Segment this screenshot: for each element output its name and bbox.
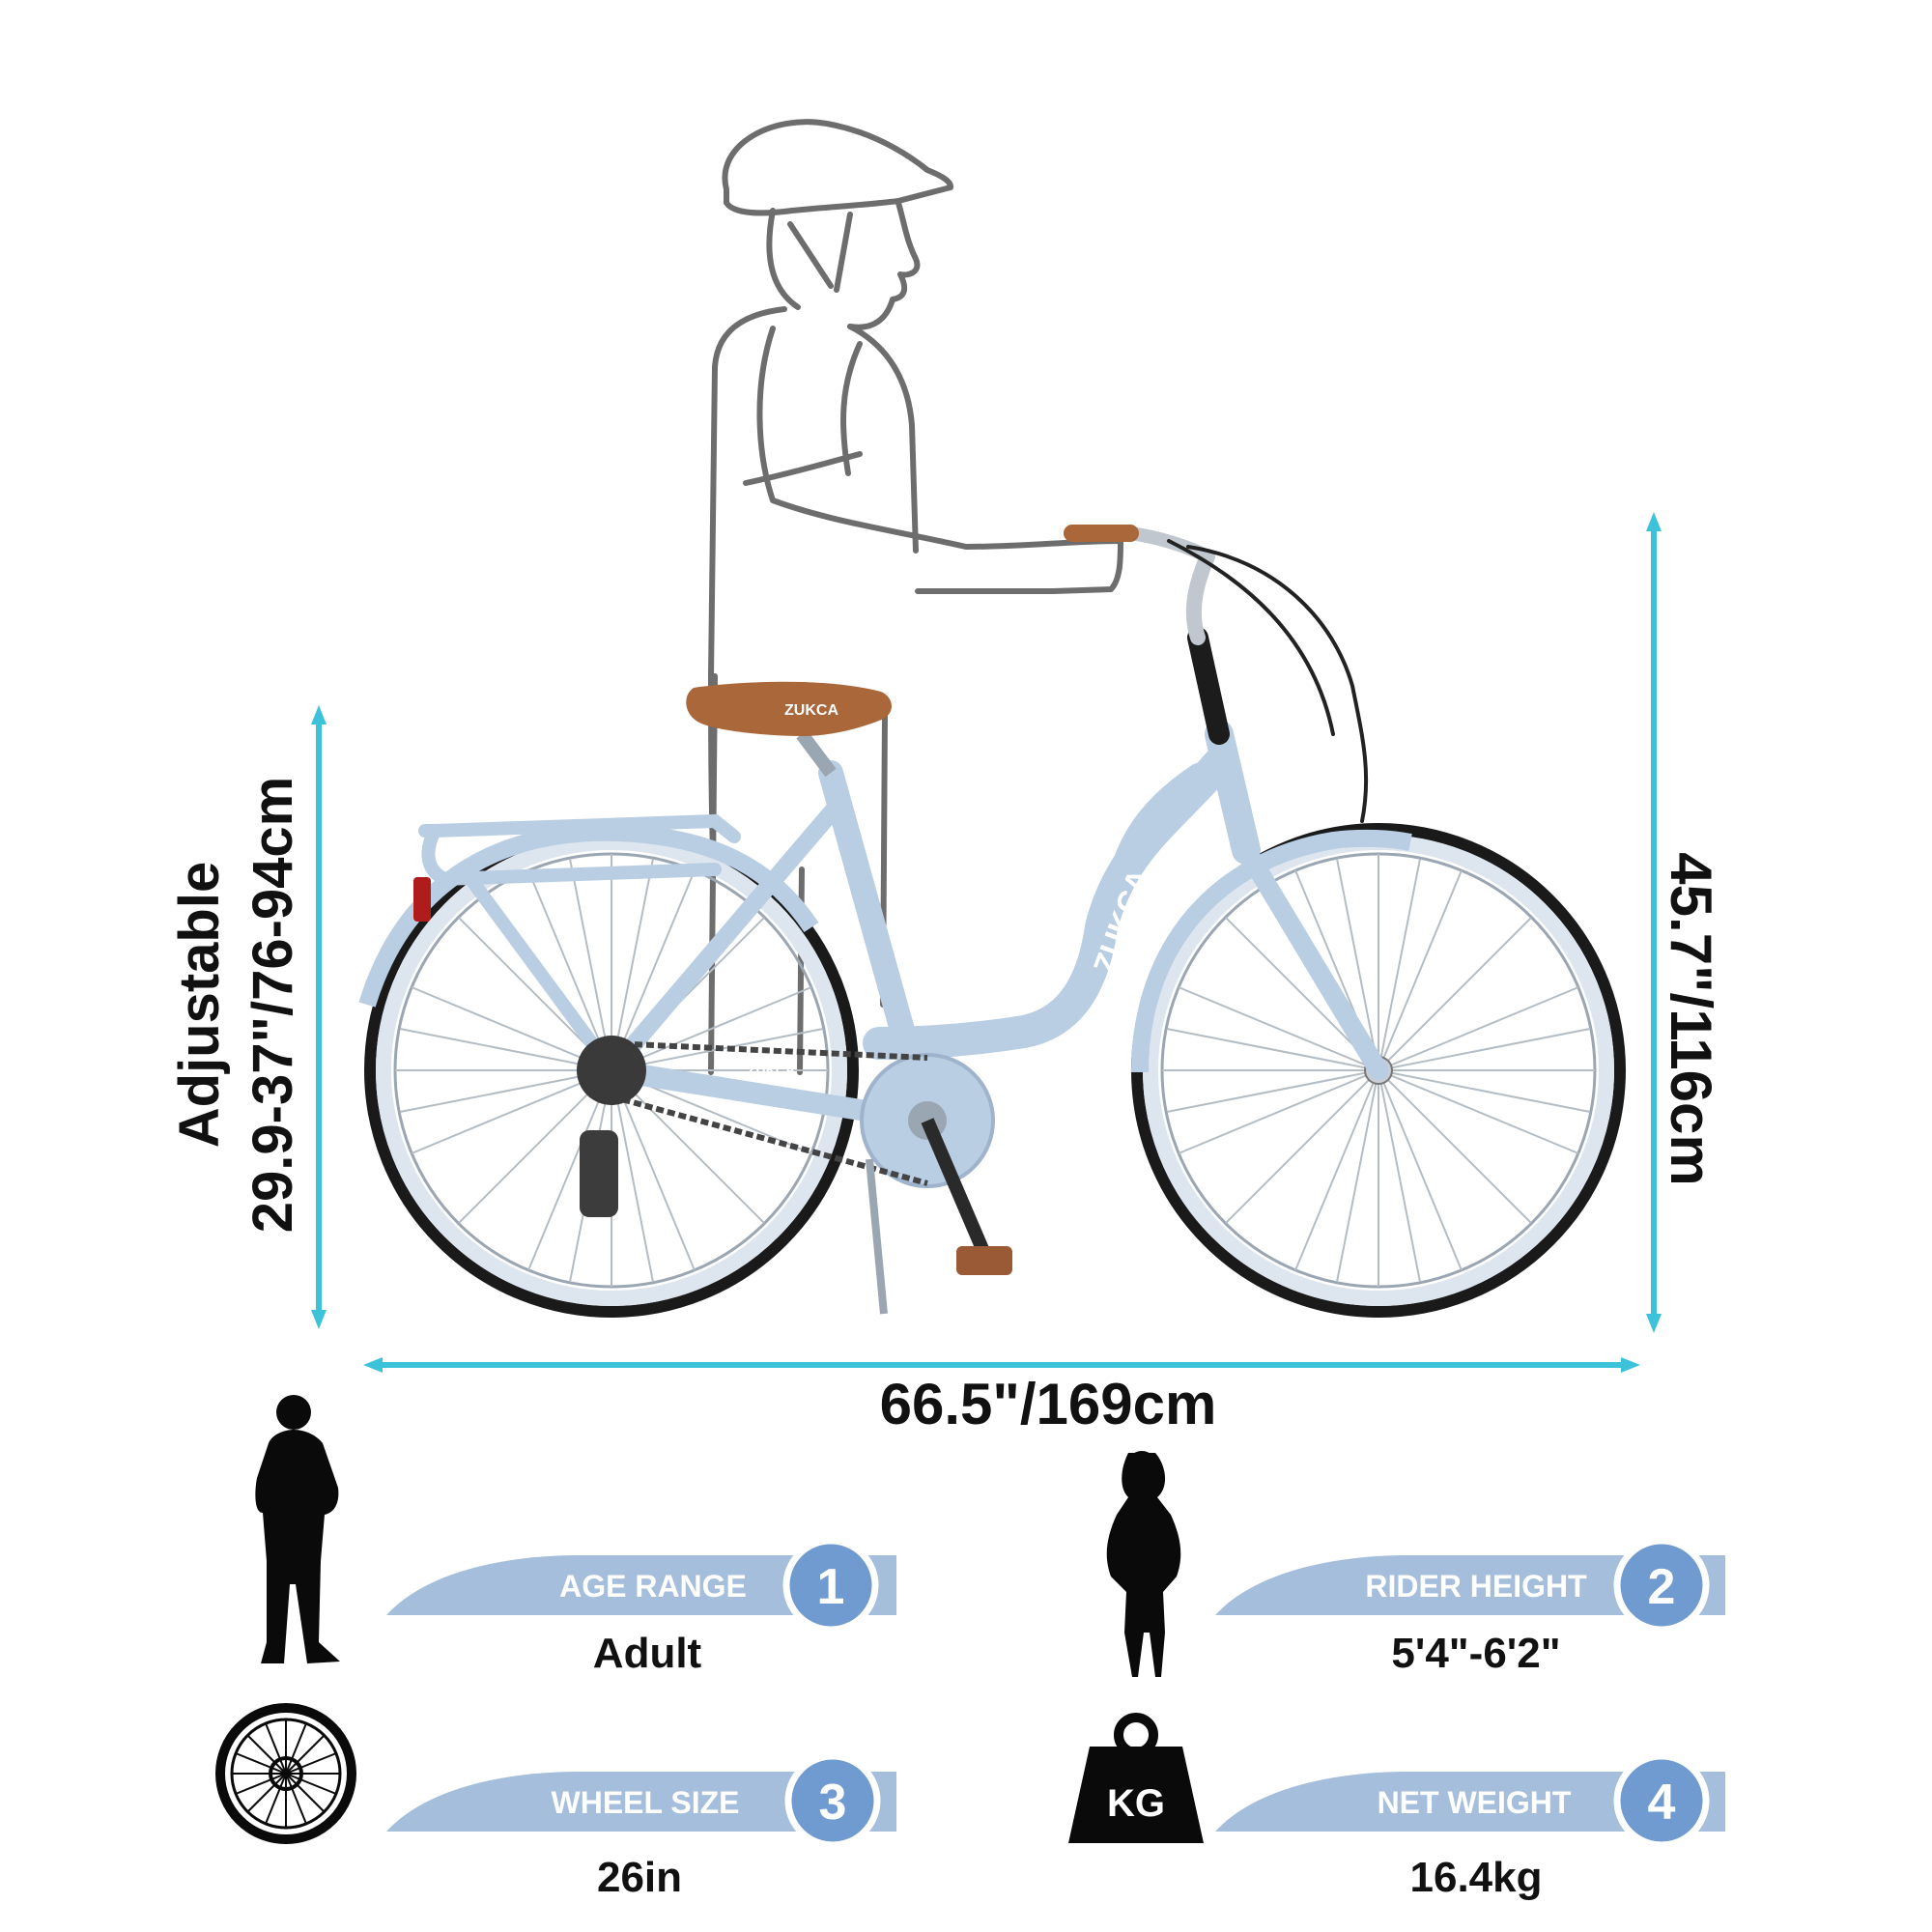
spec-value: 16.4kg xyxy=(1410,1854,1543,1901)
spec-badge xyxy=(1613,1537,1710,1634)
spec-number: 4 xyxy=(1648,1775,1676,1831)
man-silhouette-icon xyxy=(255,1395,340,1663)
spec-band xyxy=(1215,1772,1725,1832)
spec-label: AGE RANGE xyxy=(559,1569,747,1604)
spec-value: 5'4"-6'2" xyxy=(1391,1630,1560,1677)
overall-length-value: 66.5"/169cm xyxy=(880,1372,1217,1436)
woman-silhouette-icon xyxy=(1106,1451,1181,1677)
weight-icon: KG xyxy=(1068,1713,1204,1843)
saddle-brand: ZUKCA xyxy=(784,702,838,719)
weight-icon-text: KG xyxy=(1107,1782,1165,1825)
spec-badge xyxy=(784,1752,881,1849)
spec-card-age-range: AGE RANGE 1 Adult xyxy=(386,1537,896,1677)
seat-height-dimension: Adjustable 29.9-37"/76-94cm xyxy=(168,705,327,1329)
spec-band xyxy=(1215,1555,1725,1615)
spec-label: WHEEL SIZE xyxy=(552,1785,740,1820)
spec-band xyxy=(386,1555,896,1615)
spec-number: 2 xyxy=(1648,1559,1676,1615)
pedal xyxy=(956,1246,1012,1275)
spec-value: Adult xyxy=(593,1630,702,1677)
handlebar xyxy=(1064,525,1369,823)
spec-label: RIDER HEIGHT xyxy=(1365,1569,1587,1604)
spec-number: 1 xyxy=(817,1559,845,1615)
bike-frame xyxy=(601,720,1388,1133)
overall-height-dimension: 45.7"/116cm xyxy=(1646,512,1723,1333)
chainstay-brand: ZUKCA xyxy=(748,1062,795,1077)
rider-outline xyxy=(708,119,1123,1075)
cassette xyxy=(577,1036,646,1105)
spec-card-net-weight: NET WEIGHT 4 16.4kg xyxy=(1215,1752,1725,1901)
chain xyxy=(611,1040,928,1186)
rear-derailleur xyxy=(580,1130,618,1217)
rear-reflector xyxy=(413,877,431,922)
spec-number: 3 xyxy=(819,1775,847,1831)
spec-card-rider-height: RIDER HEIGHT 2 5'4"-6'2" xyxy=(1215,1537,1725,1677)
overall-height-value: 45.7"/116cm xyxy=(1659,852,1723,1185)
spec-badge xyxy=(1613,1752,1710,1849)
seat-height-label: Adjustable xyxy=(168,862,231,1149)
spec-label: NET WEIGHT xyxy=(1378,1785,1572,1820)
overall-length-dimension: 66.5"/169cm xyxy=(363,1357,1640,1436)
bicycle: ZUKCA ZUKCA ZUKCA xyxy=(358,525,1626,1318)
spec-value: 26in xyxy=(597,1854,682,1901)
saddle xyxy=(686,681,892,736)
spec-badge xyxy=(782,1537,879,1634)
spec-band xyxy=(386,1772,896,1832)
spec-card-wheel-size: WHEEL SIZE 3 26in xyxy=(386,1752,896,1901)
seat-height-value: 29.9-37"/76-94cm xyxy=(242,777,304,1234)
rear-rack xyxy=(418,813,741,1075)
rear-fender xyxy=(358,823,819,1008)
wheel-icon xyxy=(215,1703,356,1844)
